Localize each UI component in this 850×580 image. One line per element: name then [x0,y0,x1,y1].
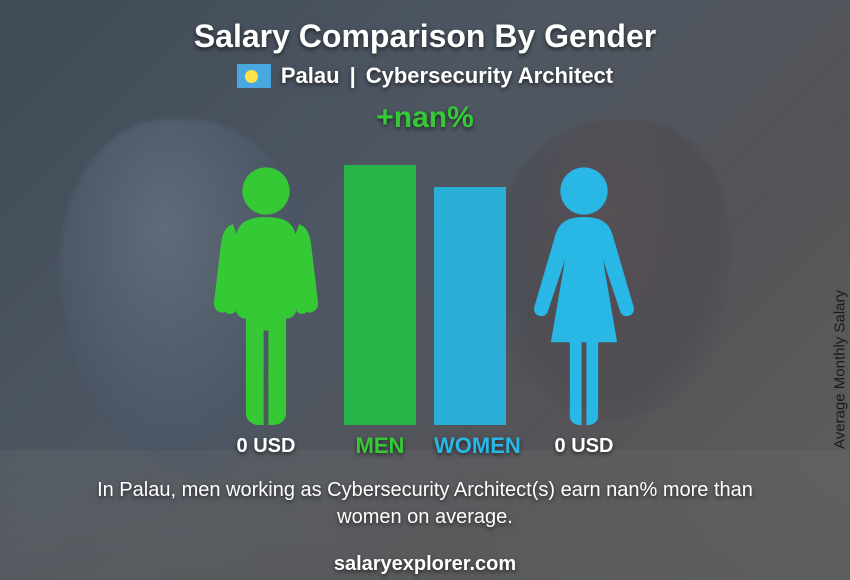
country-label: Palau [281,63,340,89]
page-title: Salary Comparison By Gender [194,18,656,55]
female-icon [524,165,644,425]
separator: | [350,63,356,89]
job-title-label: Cybersecurity Architect [366,63,613,89]
labels-row: 0 USD MEN WOMEN 0 USD [145,433,705,459]
women-label: WOMEN [434,433,506,459]
percent-difference-label: +nan% [376,101,474,135]
men-value: 0 USD [206,435,326,458]
gender-chart [145,135,705,425]
male-icon [206,165,326,425]
infographic-content: Salary Comparison By Gender Palau | Cybe… [0,0,850,580]
men-bar [344,165,416,425]
men-label: MEN [344,433,416,459]
source-label: salaryexplorer.com [334,553,516,576]
palau-flag-icon [237,64,271,88]
description-text: In Palau, men working as Cybersecurity A… [75,477,775,531]
y-axis-label: Average Monthly Salary [832,290,849,449]
women-bar [434,187,506,425]
subtitle-row: Palau | Cybersecurity Architect [237,63,613,89]
women-value: 0 USD [524,435,644,458]
